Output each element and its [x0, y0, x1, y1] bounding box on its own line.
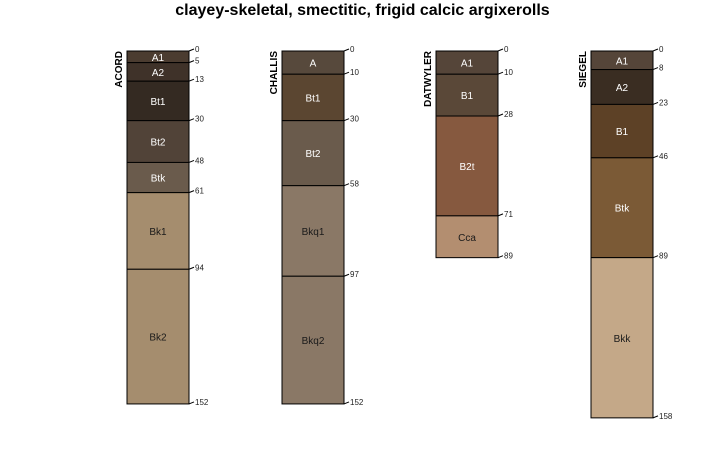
horizon-label: Bt2	[150, 138, 165, 149]
depth-label: 94	[195, 263, 204, 272]
depth-label: 71	[504, 210, 513, 219]
depth-label: 13	[195, 75, 204, 84]
chart-title: clayey-skeletal, smectitic, frigid calci…	[175, 2, 550, 19]
horizon-challis-bkq1	[281, 185, 345, 277]
horizon-label: A2	[616, 83, 629, 94]
profile-challis: A Bt1 Bt2 Bkq1 Bkq2 0 10 30 58 97 152 CHALLIS	[269, 45, 364, 407]
depth-label: 152	[350, 398, 364, 407]
depth-tick	[188, 401, 195, 405]
depth-label: 58	[350, 180, 359, 189]
horizon-label: B1	[461, 91, 474, 102]
depth-label: 30	[350, 115, 359, 124]
depth-label: 152	[195, 398, 209, 407]
depth-label: 61	[195, 187, 204, 196]
horizon-acord-bk1	[126, 192, 190, 270]
depth-label: 97	[350, 270, 359, 279]
horizon-siegel-bkk	[590, 257, 654, 419]
horizon-label: Cca	[458, 233, 476, 244]
horizon-label: B2t	[459, 162, 474, 173]
horizon-label: A1	[461, 59, 474, 70]
depth-tick	[343, 71, 350, 75]
horizon-label: A1	[152, 53, 165, 64]
depth-tick	[188, 48, 195, 52]
depth-label: 10	[350, 68, 359, 77]
horizon-label: Btk	[151, 174, 166, 185]
depth-tick	[652, 67, 659, 71]
depth-tick	[497, 71, 504, 75]
depth-tick	[343, 118, 350, 122]
depth-label: 0	[504, 45, 509, 54]
depth-tick	[652, 48, 659, 52]
depth-tick	[188, 60, 195, 64]
depth-tick	[652, 255, 659, 259]
horizon-label: Bkq1	[302, 227, 325, 238]
horizon-label: A1	[616, 56, 629, 67]
depth-label: 48	[195, 156, 204, 165]
horizon-label: B1	[616, 127, 629, 138]
profile-name: SIEGEL	[578, 51, 589, 88]
depth-label: 46	[659, 152, 668, 161]
horizon-label: Bt2	[305, 149, 320, 160]
horizon-datwyler-b1	[435, 73, 499, 117]
horizon-challis-bt2	[281, 120, 345, 187]
profile-siegel: A1 A2 B1 Btk Bkk 0 8 23 46 89 158 SIEGEL	[578, 45, 673, 421]
depth-tick	[188, 118, 195, 122]
horizon-datwyler-cca	[435, 215, 499, 259]
depth-tick	[497, 255, 504, 259]
depth-tick	[343, 183, 350, 187]
horizon-label: Bk1	[149, 227, 167, 238]
depth-tick	[188, 190, 195, 194]
horizon-label: A2	[152, 68, 165, 79]
depth-tick	[343, 273, 350, 277]
depth-label: 30	[195, 115, 204, 124]
depth-label: 10	[504, 68, 513, 77]
depth-label: 5	[195, 57, 200, 66]
depth-label: 0	[350, 45, 355, 54]
horizon-label: Bkk	[614, 334, 632, 345]
horizon-label: Btk	[615, 204, 630, 215]
depth-tick	[343, 401, 350, 405]
depth-label: 28	[504, 110, 513, 119]
horizon-challis-bkq2	[281, 275, 345, 405]
depth-tick	[497, 113, 504, 117]
horizon-acord-bk2	[126, 268, 190, 405]
depth-label: 0	[195, 45, 200, 54]
horizon-siegel-btk	[590, 157, 654, 259]
depth-label: 89	[659, 252, 668, 261]
horizon-label: Bt1	[305, 93, 320, 104]
horizon-acord-bt2	[126, 120, 190, 163]
horizon-acord-bt1	[126, 80, 190, 122]
profile-datwyler: A1 B1 B2t Cca 0 10 28 71 89 DATWYLER	[423, 45, 513, 261]
depth-label: 23	[659, 98, 668, 107]
depth-tick	[188, 266, 195, 270]
depth-label: 158	[659, 412, 673, 421]
horizon-label: Bt1	[150, 97, 165, 108]
horizon-label: Bkq2	[302, 336, 325, 347]
horizon-label: A	[310, 59, 317, 70]
horizon-siegel-b1	[590, 103, 654, 159]
depth-label: 89	[504, 252, 513, 261]
depth-tick	[652, 101, 659, 105]
profile-name: DATWYLER	[423, 50, 434, 107]
horizon-acord-btk	[126, 161, 190, 194]
depth-tick	[497, 48, 504, 52]
profile-acord: A1 A2 Bt1 Bt2 Btk Bk1 Bk2 0 5 13 30 48 61 94 152 ACORD	[114, 45, 209, 407]
depth-label: 8	[659, 64, 664, 73]
depth-tick	[497, 213, 504, 217]
horizon-siegel-a2	[590, 69, 654, 105]
horizon-challis-bt1	[281, 73, 345, 122]
depth-tick	[652, 155, 659, 159]
horizon-label: Bk2	[149, 333, 167, 344]
depth-tick	[343, 48, 350, 52]
profile-name: CHALLIS	[269, 51, 280, 95]
depth-tick	[188, 78, 195, 82]
depth-label: 0	[659, 45, 664, 54]
depth-tick	[652, 415, 659, 419]
depth-tick	[188, 159, 195, 163]
profile-name: ACORD	[114, 51, 125, 88]
